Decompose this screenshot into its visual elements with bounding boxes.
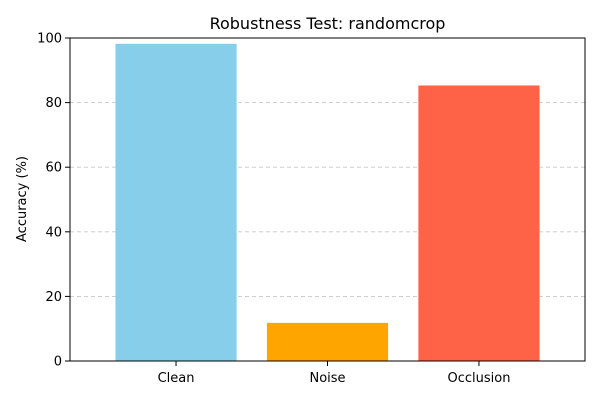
x-tick-label: Noise xyxy=(309,371,345,386)
bar-occlusion xyxy=(418,85,540,361)
y-tick-label: 100 xyxy=(37,32,62,47)
chart-title: Robustness Test: randomcrop xyxy=(210,14,446,33)
y-axis-ticks: 0 20 40 60 80 100 xyxy=(37,32,70,370)
y-tick-label: 0 xyxy=(54,355,62,370)
x-tick-label: Clean xyxy=(158,371,195,386)
y-tick-label: 60 xyxy=(45,161,62,176)
y-tick-label: 80 xyxy=(45,96,62,111)
bar-clean xyxy=(115,43,237,362)
y-tick-label: 20 xyxy=(45,290,62,305)
x-tick-label: Occlusion xyxy=(447,371,510,386)
x-axis-ticks: Clean Noise Occlusion xyxy=(158,361,510,386)
y-axis-label: Accuracy (%) xyxy=(15,156,30,242)
bars xyxy=(115,43,540,362)
y-tick-label: 40 xyxy=(45,225,62,240)
bar-noise xyxy=(266,322,389,361)
